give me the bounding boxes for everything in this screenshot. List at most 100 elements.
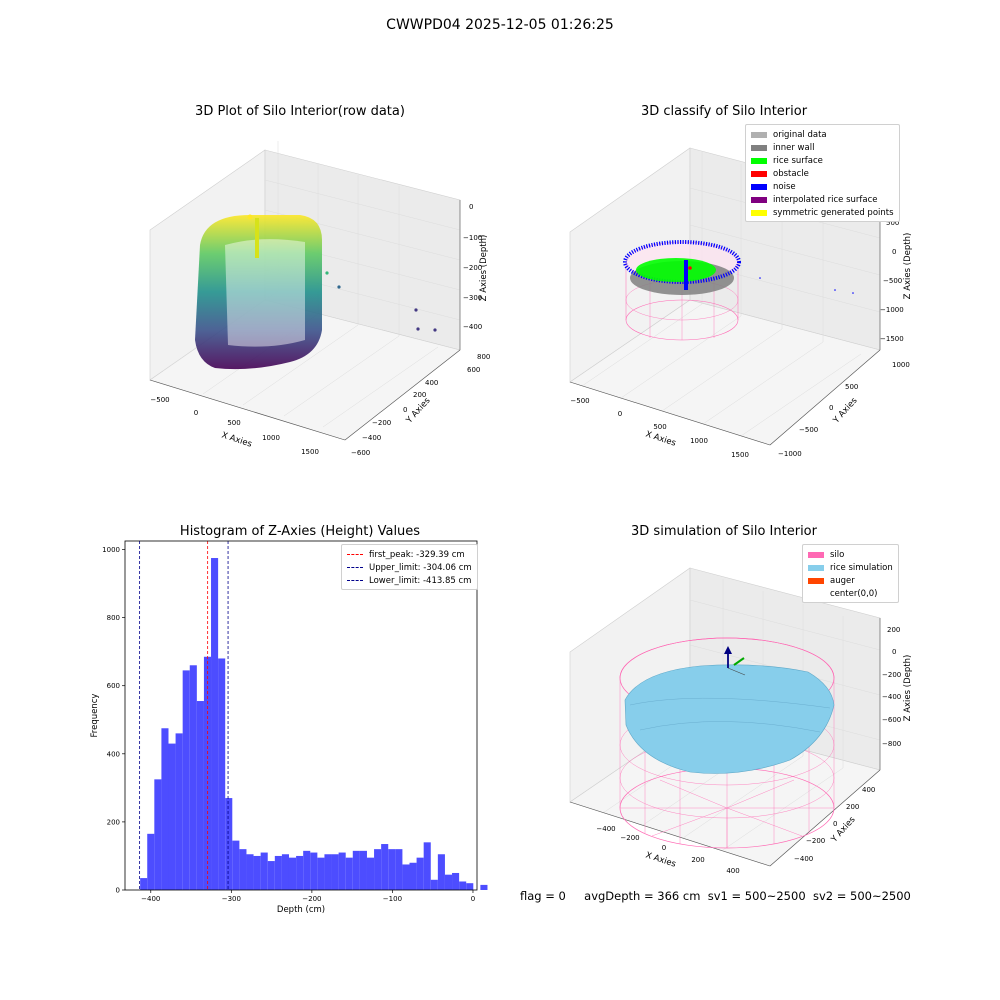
histogram-bar: [168, 743, 176, 890]
status-avg-depth: avgDepth = 366 cm: [584, 889, 701, 903]
legend-label: Lower_limit: -413.85 cm: [369, 575, 472, 586]
y-tick-label: 400: [107, 750, 120, 758]
histogram-bar: [459, 881, 467, 890]
classify-ztick: −1500: [880, 335, 904, 343]
histogram-ylabel: Frequency: [90, 694, 100, 738]
raw-ytick: 400: [425, 379, 438, 387]
histogram-bar: [196, 701, 204, 890]
raw-ytick: 200: [413, 391, 426, 399]
histogram-bar: [352, 850, 360, 890]
simulation-ztick: −600: [882, 716, 901, 724]
raw-ytick: −600: [351, 449, 370, 457]
classify-ylabel: Y Axies: [831, 395, 860, 426]
legend-entry: center(0,0): [808, 587, 893, 600]
legend-entry: original data: [751, 128, 894, 141]
figure-title: CWWPD04 2025-12-05 01:26:25: [386, 17, 614, 33]
histogram-bar: [359, 850, 367, 890]
histogram-bar: [296, 855, 304, 890]
histogram-bar: [253, 855, 261, 890]
y-tick-label: 200: [107, 818, 120, 826]
raw-ytick: −200: [372, 419, 391, 427]
classify-ytick: 500: [845, 383, 858, 391]
y-tick-label: 800: [107, 614, 120, 622]
simulation-auger: [724, 646, 746, 676]
legend-swatch: [751, 157, 767, 164]
simulation-rice-surface: [624, 664, 835, 774]
y-tick-label: 1000: [102, 546, 120, 554]
histogram-bar: [366, 857, 375, 890]
legend-entry: silo: [808, 548, 893, 561]
histogram-bar: [409, 862, 417, 890]
simulation-silo-wireframe: [619, 637, 835, 849]
raw-xtick: 1000: [262, 434, 280, 442]
simulation-ztick: −400: [882, 693, 901, 701]
histogram-bar: [317, 857, 325, 890]
simulation-legend: silo rice simulation auger center(0,0): [802, 544, 899, 603]
legend-entry: obstacle: [751, 167, 894, 180]
simulation-xlabel: X Axies: [644, 850, 677, 869]
legend-label: interpolated rice surface: [773, 194, 878, 205]
legend-label: symmetric generated points: [773, 207, 894, 218]
legend-swatch: [347, 580, 363, 581]
histogram-legend: first_peak: -329.39 cm Upper_limit: -304.…: [341, 544, 478, 590]
legend-entry: Lower_limit: -413.85 cm: [347, 574, 472, 587]
simulation-xtick: −400: [596, 825, 615, 833]
status-line: flag = 0 avgDepth = 366 cm sv1 = 500~250…: [520, 889, 911, 903]
simulation-panel-title: 3D simulation of Silo Interior: [631, 524, 817, 539]
legend-label: obstacle: [773, 168, 809, 179]
legend-label: auger: [830, 575, 855, 586]
classify-ytick: −1000: [778, 450, 802, 458]
histogram-bar: [274, 855, 282, 890]
legend-swatch: [808, 551, 824, 558]
legend-swatch: [751, 131, 767, 138]
raw-ytick: 800: [477, 353, 490, 361]
raw-ztick: −400: [463, 323, 482, 331]
histogram-bar: [246, 854, 254, 890]
simulation-ytick: −400: [794, 855, 813, 863]
histogram-bar: [218, 658, 226, 890]
histogram-bar: [211, 558, 219, 890]
histogram-bar: [232, 840, 240, 890]
simulation-xtick: 200: [691, 856, 704, 864]
legend-swatch: [347, 567, 363, 568]
legend-swatch: [808, 577, 824, 584]
raw-xtick: 0: [194, 409, 198, 417]
simulation-ytick: 400: [862, 786, 875, 794]
legend-swatch: [751, 209, 767, 216]
simulation-zlabel: Z Axies (Depth): [903, 655, 913, 722]
legend-entry: interpolated rice surface: [751, 193, 894, 206]
simulation-xtick: −200: [620, 834, 639, 842]
legend-swatch: [347, 554, 363, 555]
classify-xtick: 500: [653, 423, 666, 431]
classify-zlabel: Z Axies (Depth): [903, 233, 913, 300]
x-tick-label: −100: [383, 895, 402, 903]
raw-ztick: 0: [469, 203, 473, 211]
status-sv2: sv2 = 500~2500: [812, 889, 911, 903]
histogram-bar: [310, 852, 318, 890]
histogram-bar: [154, 779, 162, 890]
histogram-title: Histogram of Z-Axies (Height) Values: [179, 524, 421, 539]
raw-xtick: 1500: [301, 448, 319, 456]
classify-ytick: 1000: [892, 361, 910, 369]
histogram-bar: [267, 861, 275, 890]
simulation-ytick: 200: [846, 803, 859, 811]
histogram-bar: [281, 854, 289, 890]
simulation-xtick: 400: [726, 867, 739, 875]
legend-label: first_peak: -329.39 cm: [369, 549, 465, 560]
histogram-bar: [324, 854, 332, 890]
classify-legend: original data inner wall rice surface obsta…: [745, 124, 900, 222]
histogram-frame: [124, 540, 478, 891]
histogram-bar: [288, 857, 297, 890]
raw-point-cloud: [195, 214, 437, 370]
classify-xtick: 1000: [690, 437, 708, 445]
raw-xlabel: X Axies: [220, 430, 253, 449]
simulation-ztick: 200: [887, 626, 900, 634]
raw-ztick: −300: [463, 294, 482, 302]
legend-swatch: [808, 590, 824, 597]
raw-ztick: −200: [463, 264, 482, 272]
histogram-bar: [444, 874, 453, 890]
histogram-bar: [381, 844, 389, 890]
legend-swatch: [751, 196, 767, 203]
classify-xtick: 1500: [731, 451, 749, 459]
x-tick-label: −200: [302, 895, 321, 903]
